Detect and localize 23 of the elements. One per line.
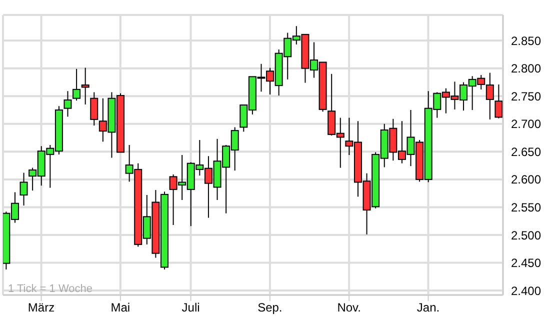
candlestick [72,68,81,102]
y-tick-label: 2.700 [511,117,542,132]
y-tick-label: 2.750 [511,89,542,104]
y-tick-label: 2.400 [511,284,542,298]
y-tick-label: 2.850 [511,34,542,48]
x-tick-label: März [28,300,55,315]
y-tick-label: 2.550 [511,200,542,214]
candlestick [20,172,28,206]
x-tick-label: Jan. [416,300,440,315]
y-tick-label: 2.600 [511,172,542,187]
y-tick-label: 2.650 [511,144,542,159]
x-tick-label: Mai [110,300,130,315]
x-tick-label: Nov. [337,300,361,315]
candlestick [64,90,72,118]
y-tick-label: 2.800 [511,62,542,76]
candlestick [90,92,98,126]
y-tick-label: 2.450 [511,256,542,270]
candlestick [81,67,90,105]
candlestick [494,84,503,119]
y-tick-label: 2.500 [511,228,542,242]
annotation: 1 Tick = 1 Woche [8,283,92,295]
x-tick-label: Sep. [258,300,282,315]
x-tick-label: Juli [182,300,200,315]
